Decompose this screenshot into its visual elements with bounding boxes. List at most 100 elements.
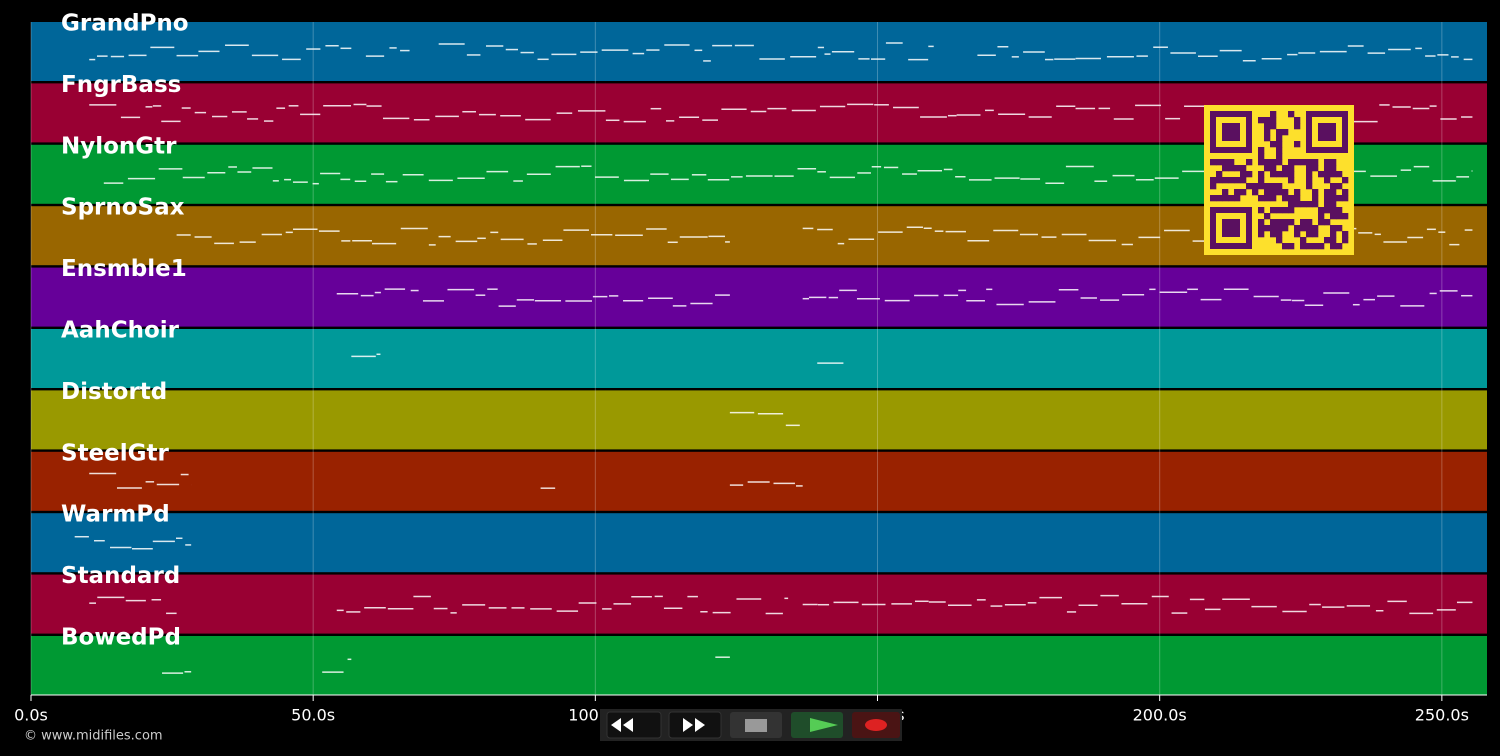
track-band (31, 513, 1487, 573)
track-label: SteelGtr (61, 440, 170, 466)
qr-module (1318, 213, 1325, 220)
qr-module (1234, 195, 1241, 202)
qr-module (1330, 225, 1337, 232)
qr-module (1288, 177, 1295, 184)
track-label: Distortd (61, 379, 167, 405)
qr-module (1270, 123, 1277, 130)
qr-module (1228, 159, 1235, 166)
qr-module (1276, 141, 1283, 148)
qr-module (1228, 195, 1235, 202)
qr-module (1294, 231, 1301, 238)
qr-module (1288, 171, 1295, 178)
qr-module (1216, 177, 1223, 184)
qr-module (1282, 189, 1289, 196)
track-band (31, 390, 1487, 450)
qr-module (1282, 171, 1289, 178)
qr-module (1264, 135, 1271, 142)
qr-module (1294, 159, 1301, 166)
qr-module (1270, 171, 1277, 178)
qr-module (1300, 201, 1307, 208)
qr-module (1246, 183, 1253, 190)
track-label: Standard (61, 563, 180, 589)
qr-module (1294, 123, 1301, 130)
qr-finder (1318, 123, 1336, 141)
qr-module (1276, 147, 1283, 154)
record-button[interactable] (852, 712, 900, 738)
qr-module (1342, 189, 1349, 196)
qr-module (1288, 195, 1295, 202)
qr-module (1270, 159, 1277, 166)
play-button[interactable] (791, 712, 843, 738)
qr-module (1276, 171, 1283, 178)
qr-module (1306, 243, 1313, 250)
qr-module (1258, 225, 1265, 232)
qr-module (1312, 195, 1319, 202)
qr-module (1216, 159, 1223, 166)
qr-module (1264, 195, 1271, 202)
qr-module (1258, 159, 1265, 166)
qr-module (1240, 189, 1247, 196)
stop-button[interactable] (730, 712, 782, 738)
qr-module (1288, 111, 1295, 118)
track-label: Ensmble1 (61, 256, 187, 282)
qr-module (1276, 225, 1283, 232)
copyright: © www.midifiles.com (24, 729, 163, 744)
rewind-button[interactable] (606, 711, 662, 739)
qr-module (1228, 165, 1235, 172)
qr-module (1282, 207, 1289, 214)
qr-module (1258, 147, 1265, 154)
track-band (31, 636, 1487, 695)
qr-module (1216, 195, 1223, 202)
qr-module (1294, 189, 1301, 196)
qr-module (1276, 207, 1283, 214)
qr-module (1258, 183, 1265, 190)
qr-module (1306, 201, 1313, 208)
qr-module (1258, 177, 1265, 184)
qr-module (1294, 225, 1301, 232)
qr-module (1246, 171, 1253, 178)
track-label: AahChoir (61, 318, 180, 344)
qr-module (1264, 213, 1271, 220)
forward-button[interactable] (668, 711, 722, 739)
qr-module (1300, 159, 1307, 166)
qr-module (1300, 225, 1307, 232)
qr-module (1258, 195, 1265, 202)
qr-module (1306, 225, 1313, 232)
track-label: FngrBass (61, 72, 181, 98)
qr-module (1330, 243, 1337, 250)
qr-module (1210, 159, 1217, 166)
qr-module (1270, 165, 1277, 172)
qr-module (1264, 165, 1271, 172)
qr-module (1312, 201, 1319, 208)
qr-module (1270, 231, 1277, 238)
qr-module (1306, 177, 1313, 184)
qr-code[interactable] (1204, 105, 1354, 255)
tick-label: 250.0s (1415, 706, 1469, 725)
qr-module (1234, 165, 1241, 172)
tick-label: 0.0s (14, 706, 48, 725)
track-label: BowedPd (61, 625, 181, 651)
track-band (31, 22, 1487, 81)
qr-module (1288, 219, 1295, 226)
qr-module (1222, 195, 1229, 202)
qr-module (1282, 225, 1289, 232)
qr-module (1276, 183, 1283, 190)
qr-module (1330, 237, 1337, 244)
qr-module (1312, 243, 1319, 250)
qr-module (1270, 207, 1277, 214)
qr-module (1258, 219, 1265, 226)
qr-module (1306, 219, 1313, 226)
qr-module (1210, 177, 1217, 184)
qr-module (1342, 177, 1349, 184)
qr-module (1336, 171, 1343, 178)
qr-module (1294, 117, 1301, 124)
qr-module (1258, 207, 1265, 214)
qr-module (1324, 219, 1331, 226)
qr-module (1276, 135, 1283, 142)
qr-module (1216, 171, 1223, 178)
track-band (31, 329, 1487, 388)
qr-module (1222, 165, 1229, 172)
qr-module (1330, 165, 1337, 172)
qr-module (1222, 159, 1229, 166)
